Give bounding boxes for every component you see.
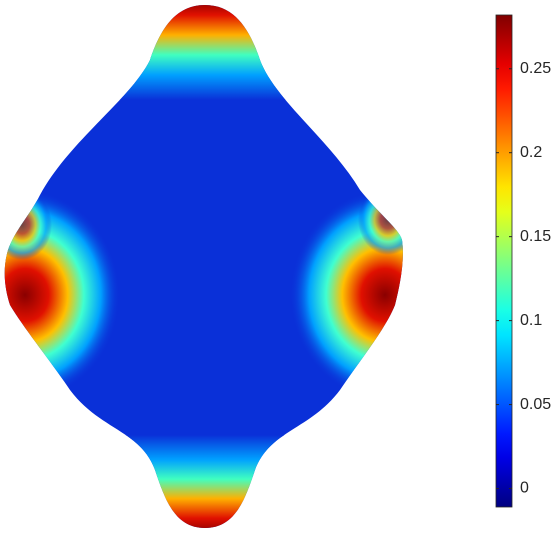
- colorbar-tick-label: 0.2: [520, 144, 542, 161]
- colorbar-tick-label: 0: [520, 480, 529, 497]
- colorbar-tick-label: 0.25: [520, 60, 551, 77]
- colorbar-scale: [495, 14, 513, 508]
- colorbar-tick-label: 0.15: [520, 228, 551, 245]
- colorbar: 0 0.05 0.1 0.15 0.2 0.25: [495, 14, 551, 508]
- surface: [4, 5, 403, 528]
- right-small-lobe: [358, 185, 403, 255]
- bottom-lobe: [4, 435, 403, 528]
- right-lobe: [290, 190, 403, 400]
- colorbar-tick-label: 0.1: [520, 312, 542, 329]
- colorbar-tick-label: 0.05: [520, 396, 551, 413]
- top-lobe: [4, 5, 403, 100]
- left-lobe: [4, 190, 120, 400]
